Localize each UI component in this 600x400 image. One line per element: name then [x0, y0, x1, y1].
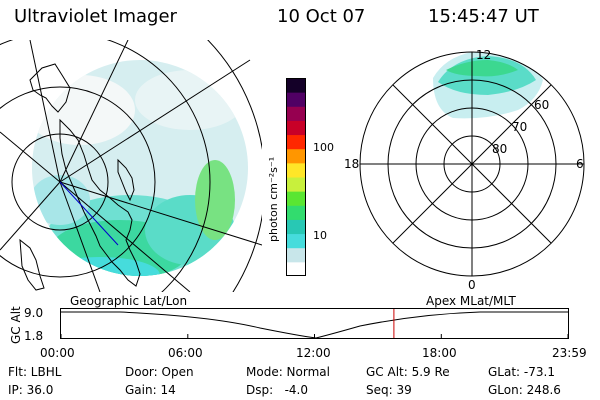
colorbar-swatch	[286, 148, 306, 164]
sun-direction-line	[59, 181, 119, 246]
alt-ytick-high: 9.0	[24, 306, 44, 320]
alt-curve	[61, 311, 568, 339]
coastlines	[19, 63, 141, 291]
date-label: 10 Oct 07	[277, 6, 366, 27]
colorbar-gradient	[286, 78, 306, 277]
instrument-title: Ultraviolet Imager	[14, 6, 177, 27]
polar-grid	[359, 51, 585, 277]
colorbar-swatch	[286, 205, 306, 220]
colorbar	[286, 78, 306, 277]
alt-ytick-low: 1.8	[24, 329, 44, 343]
footer-gain: Gain: 14	[125, 383, 176, 397]
colorbar-tick-10: 10	[313, 229, 327, 242]
colorbar-swatch	[286, 106, 306, 121]
footer-glat: GLat: -73.1	[488, 365, 555, 379]
gc-alt-plot	[60, 308, 569, 339]
colorbar-swatch	[286, 191, 306, 206]
polar-emission	[433, 52, 543, 119]
colorbar-swatch	[286, 134, 306, 150]
colorbar-tick-100: 100	[313, 141, 334, 154]
lat-lon-grid	[0, 40, 262, 292]
footer-door: Door: Open	[125, 365, 194, 379]
geographic-caption: Geographic Lat/Lon	[70, 294, 188, 308]
gc-alt-ylabel: GC Alt	[9, 306, 23, 344]
footer-gc-alt: GC Alt: 5.9 Re	[366, 365, 450, 379]
footer-glon: GLon: 248.6	[488, 383, 561, 397]
mlat-label-70: 70	[512, 120, 528, 134]
time-label: 15:45:47 UT	[428, 6, 539, 27]
mlt-label-12: 12	[476, 48, 492, 62]
alt-xtick-4: 23:59	[552, 346, 587, 360]
geographic-map	[0, 40, 262, 292]
mlt-label-6: 6	[576, 157, 584, 171]
alt-xtick-2: 12:00	[296, 346, 331, 360]
colorbar-swatch	[286, 120, 306, 136]
colorbar-swatch	[286, 92, 306, 107]
colorbar-swatch	[286, 233, 306, 249]
mlat-label-80: 80	[492, 142, 508, 156]
apex-caption: Apex MLat/MLT	[426, 294, 516, 308]
emission-image	[32, 60, 248, 276]
footer-dsp: Dsp: -4.0	[246, 383, 309, 397]
colorbar-swatch	[286, 177, 306, 192]
footer-filter: Flt: LBHL	[8, 365, 62, 379]
footer-seq: Seq: 39	[366, 383, 412, 397]
colorbar-swatch	[286, 162, 306, 178]
footer-ip: IP: 36.0	[8, 383, 54, 397]
colorbar-swatch	[286, 78, 306, 93]
polar-mlat-mlt-plot	[359, 51, 585, 277]
alt-xtick-3: 18:00	[422, 346, 457, 360]
mlt-label-18: 18	[344, 157, 360, 171]
alt-xtick-0: 00:00	[40, 346, 75, 360]
colorbar-swatch	[286, 261, 306, 277]
colorbar-swatch	[286, 219, 306, 235]
alt-xtick-1: 06:00	[168, 346, 203, 360]
footer-mode: Mode: Normal	[246, 365, 330, 379]
mlt-label-0: 0	[468, 278, 476, 292]
colorbar-swatch	[286, 247, 306, 263]
mlat-label-60: 60	[534, 98, 550, 112]
